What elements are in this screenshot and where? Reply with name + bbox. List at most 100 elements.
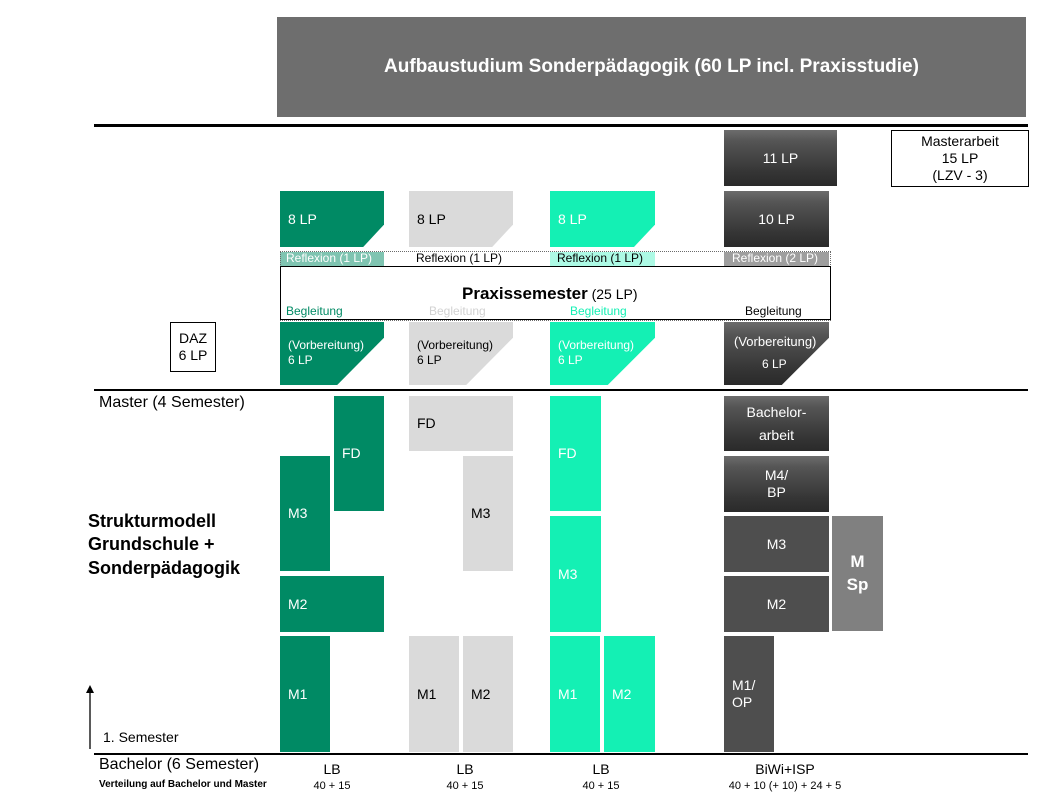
col1-m2-block: M2 bbox=[280, 576, 384, 632]
col3-begleitung: Begleitung bbox=[570, 304, 627, 318]
col2-m1: M1 bbox=[417, 685, 437, 702]
header-title: Aufbaustudium Sonderpädagogik (60 LP inc… bbox=[384, 56, 919, 77]
msp-line1: M bbox=[850, 551, 865, 571]
col1-fd: FD bbox=[342, 445, 361, 462]
col3-m1: M1 bbox=[558, 685, 578, 702]
col2-reflexion: Reflexion (1 LP) bbox=[416, 251, 503, 265]
semester1-label: 1. Semester bbox=[103, 729, 179, 745]
col4-m3-block: M3 bbox=[724, 516, 829, 572]
verteilung-label: Verteilung auf Bachelor und Master bbox=[99, 779, 267, 790]
col1-m2: M2 bbox=[288, 595, 308, 612]
col4-lp-block: 10 LP bbox=[724, 191, 829, 247]
col4-m4-block: M4/ BP bbox=[724, 456, 829, 512]
col1-lp: 8 LP bbox=[288, 210, 317, 227]
daz-box: DAZ 6 LP bbox=[170, 322, 216, 372]
col4-m2: M2 bbox=[766, 595, 787, 612]
col4-vorbereitung: (Vorbereitung) bbox=[734, 334, 817, 349]
masterarbeit-lp: 15 LP bbox=[941, 150, 979, 167]
col1-vorbereitung-block: (Vorbereitung) 6 LP bbox=[280, 322, 384, 385]
up-arrow-icon bbox=[86, 685, 94, 749]
col2-footer-label: LB bbox=[456, 761, 474, 777]
col1-vorbereitung-lp: 6 LP bbox=[288, 353, 313, 367]
daz-lp: 6 LP bbox=[178, 347, 208, 363]
col4-m4-line1: M4/ bbox=[764, 467, 789, 484]
col4-bachelorarbeit-block: Bachelor- arbeit bbox=[724, 396, 829, 451]
masterarbeit-box: Masterarbeit 15 LP (LZV - 3) bbox=[891, 130, 1029, 187]
col4-vorbereitung-lp: 6 LP bbox=[762, 357, 787, 371]
col3-vorbereitung: (Vorbereitung) bbox=[558, 338, 635, 352]
col4-footer: BiWi+ISP 40 + 10 (+ 10) + 24 + 5 bbox=[700, 761, 870, 793]
strukturmodell-title: Strukturmodell Grundschule + Sonderpädag… bbox=[88, 510, 240, 580]
col1-m1: M1 bbox=[288, 685, 308, 702]
master-divider bbox=[94, 389, 1028, 391]
top-divider bbox=[94, 124, 1028, 127]
col2-footer-split: 40 + 15 bbox=[446, 780, 484, 792]
masterarbeit-lzv: (LZV - 3) bbox=[932, 166, 988, 183]
col1-footer: LB 40 + 15 bbox=[280, 761, 384, 793]
praxissemester-title: Praxissemester bbox=[462, 284, 588, 303]
col2-m3: M3 bbox=[471, 505, 491, 522]
col2-m1-block: M1 bbox=[409, 636, 459, 752]
col1-vorbereitung: (Vorbereitung) bbox=[288, 338, 365, 352]
col1-fd-block: FD bbox=[334, 396, 384, 511]
col2-lp-block: 8 LP bbox=[409, 191, 513, 247]
col4-m2-block: M2 bbox=[724, 576, 829, 632]
strukturmodell-line2: Grundschule + bbox=[88, 534, 215, 555]
col4-m3: M3 bbox=[766, 535, 787, 552]
strukturmodell-line3: Sonderpädagogik bbox=[88, 557, 241, 578]
daz-title: DAZ bbox=[179, 329, 207, 346]
col4-begleitung: Begleitung bbox=[745, 304, 802, 318]
col3-m2-block: M2 bbox=[604, 636, 655, 752]
masterarbeit-title: Masterarbeit bbox=[921, 133, 999, 150]
col4-footer-split: 40 + 10 (+ 10) + 24 + 5 bbox=[728, 780, 842, 792]
msp-block: M Sp bbox=[832, 516, 883, 631]
msp-line2: Sp bbox=[846, 574, 869, 594]
col4-m1-block: M1/ OP bbox=[724, 636, 774, 752]
header-banner: Aufbaustudium Sonderpädagogik (60 LP inc… bbox=[277, 17, 1026, 117]
col1-reflexion-band bbox=[280, 252, 384, 266]
col3-reflexion: Reflexion (1 LP) bbox=[557, 251, 644, 265]
col1-m3-block: M3 bbox=[280, 456, 330, 571]
col2-footer: LB 40 + 15 bbox=[413, 761, 517, 793]
col2-fd-block: FD bbox=[409, 396, 513, 451]
col3-footer-split: 40 + 15 bbox=[582, 780, 620, 792]
col1-m1-block: M1 bbox=[280, 636, 330, 752]
col4-lp: 10 LP bbox=[758, 210, 795, 227]
col4-lp-top-block: 11 LP bbox=[724, 130, 837, 186]
col2-vorbereitung: (Vorbereitung) bbox=[417, 338, 494, 352]
col2-lp: 8 LP bbox=[417, 210, 446, 227]
col4-lp-top: 11 LP bbox=[762, 149, 799, 166]
col3-vorbereitung-lp: 6 LP bbox=[558, 353, 583, 367]
col3-lp-block: 8 LP bbox=[550, 191, 655, 247]
col4-reflexion-band bbox=[724, 252, 829, 266]
col2-vorbereitung-block: (Vorbereitung) 6 LP bbox=[409, 322, 513, 385]
col3-fd: FD bbox=[558, 445, 577, 462]
col4-bachelorarbeit-line2: arbeit bbox=[758, 426, 795, 443]
col4-reflexion: Reflexion (2 LP) bbox=[732, 251, 819, 265]
col4-m1-line1: M1/ bbox=[732, 677, 756, 694]
col1-footer-split: 40 + 15 bbox=[313, 780, 351, 792]
col2-vorbereitung-lp: 6 LP bbox=[417, 353, 442, 367]
col1-footer-label: LB bbox=[323, 761, 341, 777]
col3-m1-block: M1 bbox=[550, 636, 600, 752]
col1-m3: M3 bbox=[288, 505, 308, 522]
col4-bachelorarbeit-line1: Bachelor- bbox=[746, 404, 807, 421]
master-label: Master (4 Semester) bbox=[99, 394, 245, 411]
col3-m2: M2 bbox=[612, 685, 632, 702]
col3-footer: LB 40 + 15 bbox=[549, 761, 653, 793]
col3-vorbereitung-block: (Vorbereitung) 6 LP bbox=[550, 322, 655, 385]
col3-lp: 8 LP bbox=[558, 210, 587, 227]
col1-lp-block: 8 LP bbox=[280, 191, 384, 247]
col3-footer-label: LB bbox=[592, 761, 610, 777]
strukturmodell-line1: Strukturmodell bbox=[88, 511, 217, 531]
col3-fd-block: FD bbox=[550, 396, 601, 511]
col1-begleitung: Begleitung bbox=[286, 304, 343, 318]
col3-m3: M3 bbox=[558, 565, 578, 582]
col4-m4-line2: BP bbox=[767, 484, 786, 500]
col2-fd: FD bbox=[417, 415, 436, 432]
col4-m1-line2: OP bbox=[732, 694, 753, 710]
col3-m3-block: M3 bbox=[550, 516, 601, 632]
col4-vorbereitung-block: (Vorbereitung) 6 LP bbox=[724, 322, 829, 385]
col2-begleitung: Begleitung bbox=[429, 304, 486, 318]
bachelor-divider bbox=[94, 753, 1028, 755]
